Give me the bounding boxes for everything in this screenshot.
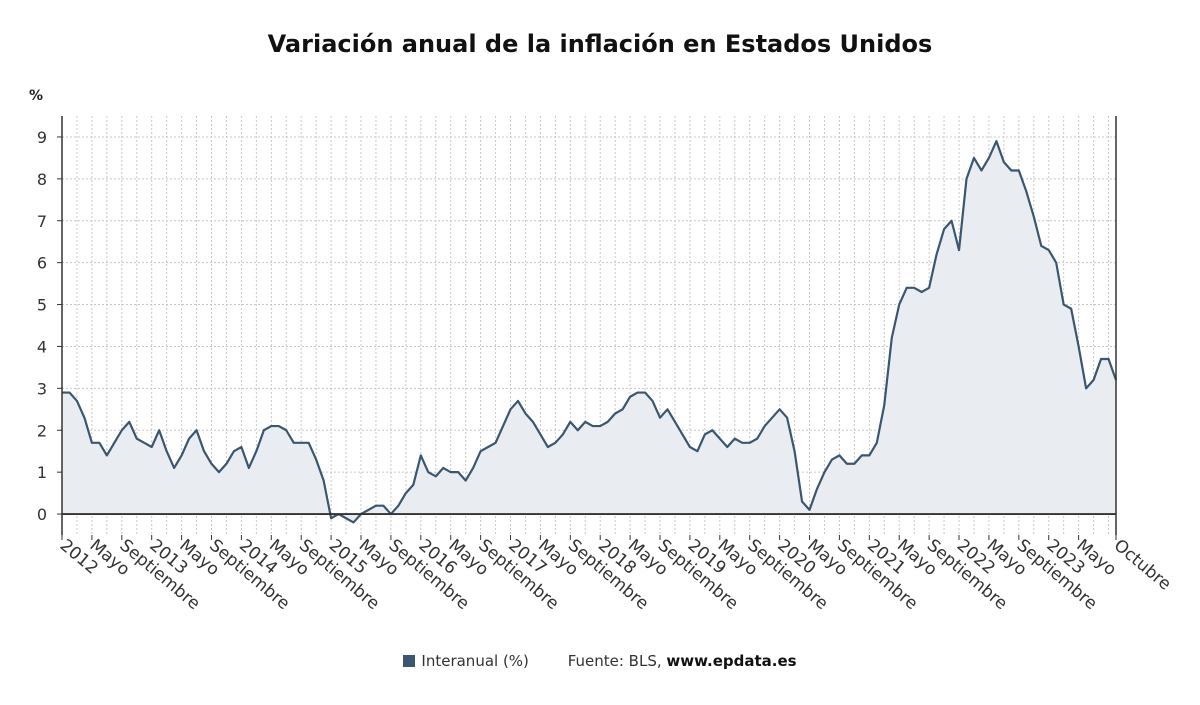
y-tick-label: 3 [37, 379, 47, 398]
y-tick-label: 6 [37, 254, 47, 273]
chart-title: Variación anual de la inflación en Estad… [267, 30, 933, 58]
legend: Interanual (%) Fuente: BLS, www.epdata.e… [0, 652, 1200, 670]
y-tick-label: 2 [37, 421, 47, 440]
y-tick-label: 9 [37, 128, 47, 147]
y-tick-label: 1 [37, 463, 47, 482]
y-axis-ticks: 0 1 2 3 4 5 6 7 8 9 [37, 128, 62, 524]
y-unit-label: % [29, 88, 43, 104]
series-fill [62, 141, 1116, 523]
y-tick-label: 4 [37, 337, 47, 356]
axes [61, 116, 1117, 535]
x-axis-ticks: 2012MayoSeptiembre2013MayoSeptiembre2014… [56, 535, 1175, 614]
legend-swatch [403, 655, 416, 667]
y-tick-label: 8 [37, 170, 47, 189]
y-tick-label: 0 [37, 505, 47, 524]
source-label: Fuente: BLS, [567, 652, 662, 670]
source-site: www.epdata.es [666, 652, 797, 670]
series-line [62, 140, 1118, 524]
legend-series-label: Interanual (%) [421, 652, 529, 670]
y-tick-label: 5 [37, 296, 47, 315]
series-area [62, 140, 1118, 524]
y-tick-label: 7 [37, 212, 47, 231]
